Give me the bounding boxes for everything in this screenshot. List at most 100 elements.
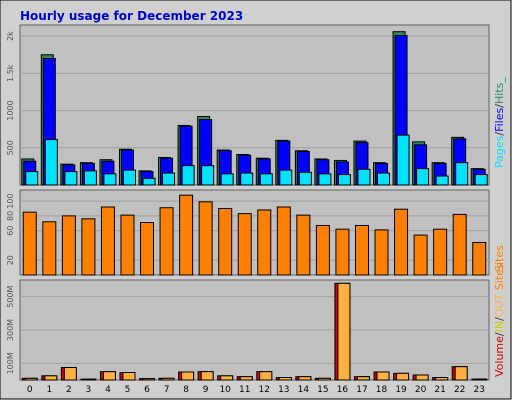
- x-tick-label: 0: [27, 385, 33, 395]
- bar-volume-in: [83, 378, 97, 381]
- bar-volume-in: [474, 378, 488, 381]
- bar-volume-in: [396, 372, 410, 381]
- bar-sites: [120, 214, 135, 276]
- legend-sep: /: [493, 132, 506, 136]
- legend-pages: Pages: [493, 135, 506, 168]
- bar-volume-in: [239, 376, 253, 381]
- bar-sites: [433, 228, 448, 276]
- bar-pages: [337, 174, 351, 186]
- bar-volume-in: [200, 371, 214, 381]
- bar-pages: [64, 171, 78, 186]
- panel-middle-background: [19, 189, 490, 276]
- bar-sites: [159, 207, 174, 276]
- bar-sites: [179, 194, 194, 276]
- bar-sites: [140, 222, 155, 276]
- bar-pages: [377, 172, 391, 186]
- bar-sites: [198, 201, 213, 276]
- legend-sites: Sites: [493, 245, 506, 272]
- x-tick-label: 5: [125, 385, 131, 395]
- bar-pages: [201, 165, 215, 186]
- legend-out: OUT: [493, 293, 506, 317]
- bar-pages: [83, 170, 97, 186]
- y-tick-label: 2k: [6, 31, 15, 41]
- bar-pages: [181, 165, 195, 186]
- bar-volume-in: [435, 377, 449, 381]
- legend-in: IN: [493, 321, 506, 332]
- legend-hits: Hits: [493, 82, 506, 104]
- bar-volume-in: [356, 376, 370, 381]
- y-tick-label: 60: [6, 226, 15, 236]
- x-tick-label: 13: [278, 385, 289, 395]
- x-tick-label: 9: [203, 385, 209, 395]
- bar-pages: [318, 173, 332, 186]
- bar-pages: [357, 168, 371, 186]
- x-tick-label: 16: [337, 385, 349, 395]
- y-tick-label: 1.5k: [6, 64, 15, 82]
- bar-volume-in: [317, 377, 331, 381]
- bar-pages: [259, 173, 273, 186]
- bar-volume-in: [44, 375, 58, 381]
- x-tick-label: 11: [239, 385, 250, 395]
- bar-sites: [276, 206, 291, 276]
- y-tick-label: 20: [6, 255, 15, 265]
- bar-volume-in: [454, 366, 468, 381]
- bar-volume-in: [415, 374, 429, 381]
- bar-volume-in: [278, 377, 292, 381]
- x-tick-label: 19: [395, 385, 407, 395]
- y-tick-label: 100M: [6, 352, 15, 374]
- legend-sep: /: [493, 332, 506, 336]
- bar-sites: [452, 213, 467, 276]
- chart-title: Hourly usage for December 2023: [20, 9, 243, 23]
- bar-pages: [162, 172, 176, 186]
- y-tick-label: 1000: [6, 100, 15, 120]
- bar-sites: [354, 224, 369, 276]
- y-tick-label: 500M: [6, 285, 15, 307]
- x-tick-label: 22: [454, 385, 465, 395]
- bar-volume-in: [161, 377, 175, 381]
- bar-pages: [455, 162, 469, 186]
- bar-sites: [237, 213, 252, 276]
- bar-sites: [472, 241, 487, 276]
- bar-pages: [122, 169, 136, 186]
- x-tick-label: 2: [66, 385, 72, 395]
- x-tick-label: 10: [219, 385, 231, 395]
- bar-pages: [435, 175, 449, 186]
- legend-bottom: Volume/IN/OUT Sites: [493, 263, 506, 377]
- y-tick-label: 80: [6, 211, 15, 221]
- bar-pages: [220, 173, 234, 186]
- x-tick-label: 7: [164, 385, 170, 395]
- bar-pages: [416, 168, 430, 186]
- bar-sites: [257, 209, 272, 276]
- x-tick-label: 20: [415, 385, 427, 395]
- x-tick-label: 1: [46, 385, 52, 395]
- x-tick-label: 4: [105, 385, 111, 395]
- bar-sites: [100, 206, 115, 276]
- bar-volume-in: [142, 378, 156, 381]
- bar-volume-in: [298, 376, 312, 381]
- bar-volume-in: [102, 371, 116, 381]
- panel-bottom: 100M 300M 500M: [6, 279, 490, 381]
- y-tick-label: 300M: [6, 319, 15, 341]
- panel-middle: 20 60 80 100: [6, 189, 490, 276]
- bar-volume-in: [181, 371, 195, 381]
- x-tick-label: 6: [144, 385, 150, 395]
- bar-sites: [374, 229, 389, 276]
- x-tick-label: 14: [298, 385, 310, 395]
- x-tick-label: 8: [183, 385, 189, 395]
- y-tick-label: 500: [6, 140, 15, 155]
- bar-sites: [335, 228, 350, 276]
- x-tick-label: 3: [86, 385, 92, 395]
- y-tick-label: 100: [6, 193, 15, 208]
- x-axis: 0 1 2 3 4 5 6 7 8 9 10 11 12 13 14 15 16 17 18 19 20 21 22 23: [27, 385, 485, 395]
- bar-pages: [396, 134, 410, 186]
- legend-sep: /: [493, 104, 506, 108]
- legend-sep: _: [493, 77, 506, 84]
- bar-sites: [218, 207, 233, 276]
- panel-top-background: [19, 24, 490, 186]
- x-tick-label: 23: [474, 385, 485, 395]
- bar-pages: [474, 174, 488, 186]
- x-tick-label: 18: [376, 385, 388, 395]
- bar-sites: [61, 215, 76, 276]
- bar-sites: [22, 211, 37, 276]
